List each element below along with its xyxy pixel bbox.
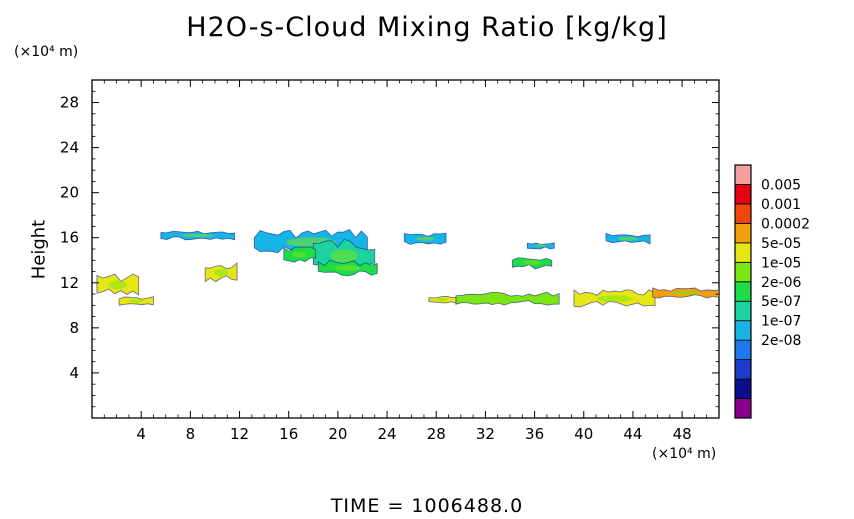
x-tick-label: 44 xyxy=(623,425,642,443)
cloud-core xyxy=(671,290,701,295)
colorbar-swatch xyxy=(734,184,752,205)
x-tick-label: 32 xyxy=(476,425,495,443)
cloud-core xyxy=(330,249,358,263)
cloud-core xyxy=(534,244,547,248)
x-tick-label: 12 xyxy=(230,425,249,443)
cloud-core xyxy=(596,295,633,302)
cloud-core xyxy=(214,269,229,277)
x-tick-label: 40 xyxy=(574,425,593,443)
x-tick-label: 16 xyxy=(279,425,298,443)
colorbar-swatch xyxy=(734,222,752,244)
cloud-core xyxy=(181,233,214,238)
colorbar-label: 0.0002 xyxy=(761,216,810,232)
cloud-core xyxy=(292,251,307,258)
x-tick-label: 4 xyxy=(136,425,146,443)
y-tick-label: 4 xyxy=(69,364,79,382)
x-tick-label: 20 xyxy=(328,425,347,443)
colorbar-label: 2e-08 xyxy=(761,333,801,349)
colorbar-swatch xyxy=(734,339,752,361)
colorbar-label: 1e-05 xyxy=(761,255,801,271)
cloud-core xyxy=(484,296,531,302)
y-tick-label: 28 xyxy=(60,94,79,112)
plot-area xyxy=(91,79,720,419)
cloud-core xyxy=(523,260,541,265)
x-tick-label: 8 xyxy=(186,425,196,443)
cloud-core xyxy=(618,236,638,241)
colorbar-swatch xyxy=(734,261,752,283)
colorbar-label: 5e-07 xyxy=(761,294,801,310)
y-tick-label: 24 xyxy=(60,139,79,157)
colorbar-swatch xyxy=(734,300,752,322)
y-tick-label: 20 xyxy=(60,184,79,202)
cloud-core xyxy=(334,265,361,271)
colorbar-swatch xyxy=(734,398,752,419)
colorbar-label: 1e-07 xyxy=(761,314,801,330)
y-axis-unit: (×10⁴ m) xyxy=(14,44,79,60)
colorbar-label: 5e-05 xyxy=(761,236,801,252)
cloud-core xyxy=(108,280,128,290)
x-tick-label: 48 xyxy=(673,425,692,443)
colorbar-label: 0.001 xyxy=(761,197,801,213)
colorbar-frame xyxy=(734,164,752,419)
colorbar-swatch xyxy=(734,203,752,224)
x-axis-unit: (×10⁴ m) xyxy=(652,446,717,462)
colorbar-label: 2e-06 xyxy=(761,275,801,291)
x-tick-label: 36 xyxy=(525,425,544,443)
cloud-core xyxy=(128,299,144,303)
colorbar-label: 0.005 xyxy=(761,177,801,193)
colorbar-swatch xyxy=(734,164,752,185)
y-tick-label: 8 xyxy=(69,319,79,337)
cloud-core xyxy=(415,236,435,241)
y-tick-label: 16 xyxy=(60,229,79,247)
colorbar-swatch xyxy=(734,359,752,380)
colorbar-swatch xyxy=(734,320,752,341)
time-label: TIME = 1006488.0 xyxy=(330,495,524,517)
x-tick-label: 24 xyxy=(378,425,397,443)
colorbar-swatch xyxy=(734,242,752,263)
x-tick-label: 28 xyxy=(427,425,446,443)
y-tick-label: 12 xyxy=(60,274,79,292)
colorbar-swatch xyxy=(734,378,752,399)
chart-title: H2O-s-Cloud Mixing Ratio [kg/kg] xyxy=(186,12,668,43)
cloud-core xyxy=(436,298,449,302)
colorbar-swatch xyxy=(734,281,752,302)
